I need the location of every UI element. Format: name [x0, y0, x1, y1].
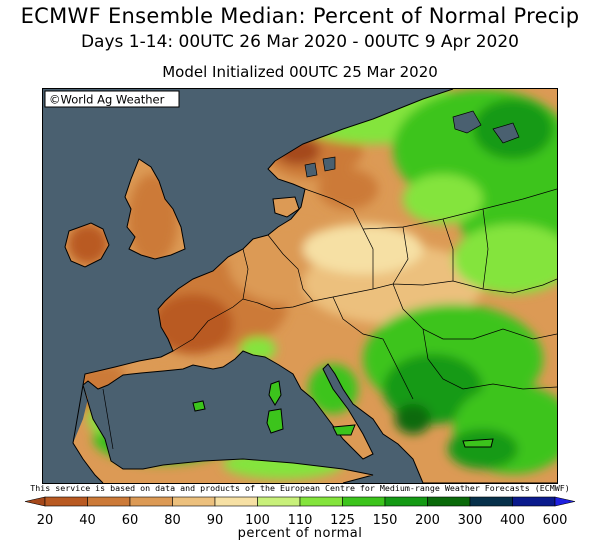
watermark-text: ©World Ag Weather	[49, 93, 165, 107]
date-range: Days 1-14: 00UTC 26 Mar 2020 - 00UTC 9 A…	[80, 32, 520, 52]
legend-swatch	[214, 496, 258, 507]
legend-tick-label: 80	[164, 513, 181, 526]
lakes	[304, 110, 520, 178]
legend-tick-label: 110	[288, 513, 313, 526]
watermark-box	[44, 90, 180, 108]
legend-tick-label: 20	[37, 513, 54, 526]
legend-tick-label: 200	[415, 513, 440, 526]
legend-swatch	[172, 496, 216, 507]
legend-tick-label: 40	[79, 513, 96, 526]
precip-map: ©World Ag Weather	[42, 88, 558, 484]
legend-swatch	[87, 496, 131, 507]
legend-tick-label: 600	[543, 513, 568, 526]
legend-swatch	[129, 496, 173, 507]
legend-tick-label: 90	[207, 513, 224, 526]
country-borders	[102, 188, 557, 450]
legend-swatch	[469, 496, 513, 507]
model-init: Model Initialized 00UTC 25 Mar 2020	[162, 63, 438, 81]
legend-swatch	[342, 496, 386, 507]
legend-tick-label: 300	[458, 513, 483, 526]
coastlines	[64, 89, 557, 483]
legend-arrow-right	[554, 496, 576, 507]
legend-title: percent of normal	[237, 526, 363, 541]
legend-arrow-left	[24, 496, 46, 507]
legend-swatch	[384, 496, 428, 507]
legend-swatch	[512, 496, 556, 507]
legend-tick-label: 125	[330, 513, 355, 526]
legend-tick-label: 100	[245, 513, 270, 526]
legend-swatch	[257, 496, 301, 507]
legend-tick-label: 60	[122, 513, 139, 526]
legend-tick-label: 400	[500, 513, 525, 526]
color-legend: 20 40 60 80 90 100 110 125 150 200 300 400 600	[24, 496, 576, 526]
legend-tick-label: 150	[373, 513, 398, 526]
legend-swatch	[44, 496, 88, 507]
mediterranean-islands	[192, 380, 494, 448]
data-credit: This service is based on data and produc…	[30, 483, 570, 493]
legend-swatch	[299, 496, 343, 507]
legend-swatch	[427, 496, 471, 507]
map-title: ECMWF Ensemble Median: Percent of Normal…	[20, 4, 580, 28]
